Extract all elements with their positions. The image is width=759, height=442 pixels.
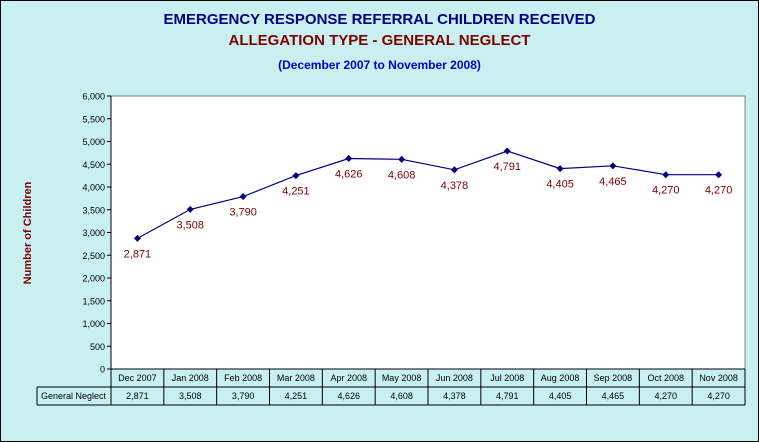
x-tick-label: Feb 2008	[224, 373, 262, 383]
y-tick-label: 5,500	[82, 114, 105, 124]
data-point	[186, 205, 194, 213]
data-label: 4,465	[599, 176, 627, 188]
series-line	[137, 150, 719, 239]
table-value: 4,270	[707, 391, 730, 401]
x-tick-label: Jan 2008	[172, 373, 209, 383]
data-label: 4,405	[546, 179, 574, 191]
x-tick-label: Mar 2008	[277, 373, 315, 383]
y-tick-label: 5,000	[82, 137, 105, 147]
data-point	[556, 165, 564, 173]
y-tick-label: 500	[90, 342, 105, 352]
y-tick-label: 1,000	[82, 319, 105, 329]
data-point	[292, 172, 300, 180]
table-value: 4,270	[654, 391, 677, 401]
y-tick-label: 3,000	[82, 228, 105, 238]
chart-subtitle: ALLEGATION TYPE - GENERAL NEGLECT	[228, 32, 531, 49]
table-value: 4,251	[285, 391, 308, 401]
data-label: 4,251	[282, 186, 310, 198]
table-value: 4,791	[496, 391, 519, 401]
data-label: 4,791	[493, 161, 521, 173]
x-tick-label: Jun 2008	[436, 373, 473, 383]
x-tick-label: Oct 2008	[647, 373, 684, 383]
data-point	[662, 171, 670, 179]
data-point	[345, 155, 353, 163]
data-label: 4,626	[335, 169, 363, 181]
data-point	[715, 171, 723, 179]
x-tick-label: Aug 2008	[541, 373, 580, 383]
table-value: 3,508	[179, 391, 202, 401]
y-tick-label: 1,500	[82, 296, 105, 306]
data-point	[609, 162, 617, 170]
y-tick-label: 6,000	[82, 92, 105, 102]
x-tick-label: Sep 2008	[594, 373, 633, 383]
data-point	[133, 234, 141, 242]
y-tick-label: 2,000	[82, 274, 105, 284]
y-tick-label: 0	[100, 365, 105, 375]
data-label: 2,871	[124, 248, 152, 260]
x-tick-label: Jul 2008	[490, 373, 524, 383]
data-label: 4,270	[705, 185, 733, 197]
x-tick-label: May 2008	[382, 373, 422, 383]
data-point	[239, 193, 247, 201]
chart-period: (December 2007 to November 2008)	[278, 58, 481, 72]
data-point	[398, 155, 406, 163]
table-value: 4,626	[337, 391, 360, 401]
y-tick-label: 4,500	[82, 160, 105, 170]
y-tick-label: 4,000	[82, 183, 105, 193]
plot-area	[110, 95, 746, 370]
data-label: 4,270	[652, 185, 680, 197]
table-value: 4,378	[443, 391, 466, 401]
chart-title: EMERGENCY RESPONSE REFERRAL CHILDREN REC…	[163, 11, 596, 28]
table-value: 4,405	[549, 391, 572, 401]
table-value: 4,608	[390, 391, 413, 401]
data-label: 4,378	[441, 180, 469, 192]
table-value: 4,465	[602, 391, 625, 401]
data-label: 3,508	[176, 219, 204, 231]
data-point	[503, 147, 511, 155]
table-value: 3,790	[232, 391, 255, 401]
data-label: 3,790	[229, 207, 257, 219]
data-label: 4,608	[388, 169, 416, 181]
y-tick-label: 3,500	[82, 205, 105, 215]
table-value: 2,871	[126, 391, 149, 401]
y-tick-label: 2,500	[82, 251, 105, 261]
table-series-name: General Neglect	[41, 391, 107, 401]
data-point	[450, 166, 458, 174]
x-tick-label: Apr 2008	[330, 373, 367, 383]
x-tick-label: Nov 2008	[699, 373, 738, 383]
x-tick-label: Dec 2007	[118, 373, 157, 383]
